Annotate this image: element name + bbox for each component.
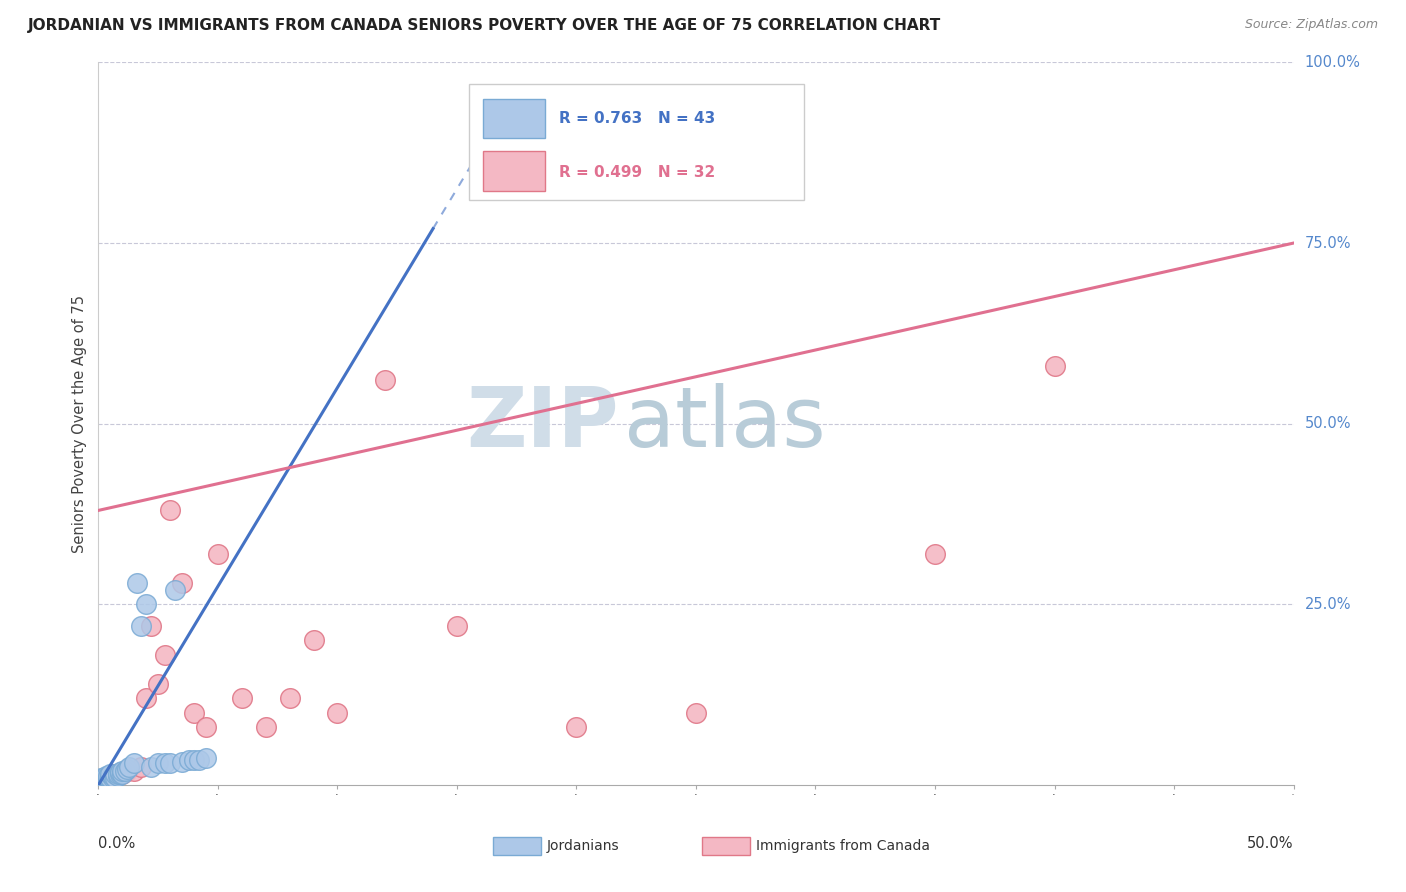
Point <box>565 720 588 734</box>
Point <box>97 769 120 783</box>
Text: atlas: atlas <box>624 384 825 464</box>
Text: ZIP: ZIP <box>465 384 619 464</box>
Point <box>101 769 124 783</box>
Point <box>91 772 114 787</box>
Point <box>90 774 112 789</box>
Point <box>91 771 114 785</box>
Point <box>104 769 127 783</box>
Point <box>125 575 148 590</box>
Point <box>114 764 136 778</box>
Point <box>195 750 218 764</box>
Point <box>155 648 177 662</box>
Point <box>187 753 209 767</box>
Point <box>111 764 134 778</box>
Point <box>135 598 157 612</box>
Point <box>159 503 181 517</box>
FancyBboxPatch shape <box>470 84 804 200</box>
Point <box>90 774 112 789</box>
Point <box>111 767 134 781</box>
Point <box>124 756 146 771</box>
Point <box>98 772 122 787</box>
Point <box>94 769 117 783</box>
Point <box>108 767 131 781</box>
Point <box>183 753 205 767</box>
Point <box>195 720 218 734</box>
Point <box>326 706 349 720</box>
Point <box>90 771 112 785</box>
Text: Source: ZipAtlas.com: Source: ZipAtlas.com <box>1244 18 1378 31</box>
Point <box>148 756 170 771</box>
Point <box>139 619 162 633</box>
Point <box>172 575 194 590</box>
Text: 25.0%: 25.0% <box>1305 597 1351 612</box>
Point <box>131 619 153 633</box>
Text: Jordanians: Jordanians <box>547 838 619 853</box>
Point <box>104 771 127 785</box>
Point <box>302 633 325 648</box>
Point <box>91 774 114 789</box>
Point <box>101 767 124 781</box>
Point <box>98 769 122 783</box>
Point <box>278 691 301 706</box>
Point <box>107 767 129 781</box>
Text: 75.0%: 75.0% <box>1305 235 1351 251</box>
Point <box>107 767 129 781</box>
Text: 100.0%: 100.0% <box>1305 55 1361 70</box>
Text: R = 0.763   N = 43: R = 0.763 N = 43 <box>558 112 714 127</box>
FancyBboxPatch shape <box>702 837 749 855</box>
Text: R = 0.499   N = 32: R = 0.499 N = 32 <box>558 165 714 180</box>
Point <box>98 767 122 781</box>
Point <box>685 706 707 720</box>
Point <box>98 774 122 789</box>
Point <box>163 582 186 597</box>
FancyBboxPatch shape <box>494 837 541 855</box>
Point <box>115 762 138 776</box>
Point <box>101 771 124 785</box>
Point <box>1043 359 1066 373</box>
Point <box>924 547 946 561</box>
Point <box>231 691 253 706</box>
Point <box>97 771 120 785</box>
Point <box>374 373 396 387</box>
Point <box>91 772 114 787</box>
FancyBboxPatch shape <box>484 152 546 191</box>
Point <box>207 547 229 561</box>
Point <box>111 767 134 781</box>
Point <box>90 772 112 787</box>
Point <box>94 774 117 789</box>
Point <box>124 764 146 778</box>
Point <box>131 760 153 774</box>
Point <box>104 767 127 781</box>
FancyBboxPatch shape <box>484 98 546 138</box>
Y-axis label: Seniors Poverty Over the Age of 75: Seniors Poverty Over the Age of 75 <box>72 294 87 553</box>
Point <box>135 691 157 706</box>
Point <box>179 753 201 767</box>
Text: JORDANIAN VS IMMIGRANTS FROM CANADA SENIORS POVERTY OVER THE AGE OF 75 CORRELATI: JORDANIAN VS IMMIGRANTS FROM CANADA SENI… <box>28 18 942 33</box>
Point <box>183 706 205 720</box>
Text: 50.0%: 50.0% <box>1305 417 1351 431</box>
Point <box>94 771 117 785</box>
Point <box>115 764 138 778</box>
Point <box>98 771 122 785</box>
Point <box>139 760 162 774</box>
Point <box>107 769 129 783</box>
Point <box>148 677 170 691</box>
Point <box>159 756 181 771</box>
Point <box>172 755 194 769</box>
Text: Immigrants from Canada: Immigrants from Canada <box>756 838 929 853</box>
Point <box>108 764 131 779</box>
Text: 50.0%: 50.0% <box>1247 836 1294 851</box>
Point <box>254 720 277 734</box>
Point <box>97 772 120 787</box>
Point <box>446 619 468 633</box>
Point <box>155 756 177 771</box>
Point <box>94 772 117 787</box>
Point <box>97 771 120 785</box>
Text: 0.0%: 0.0% <box>98 836 135 851</box>
Point <box>118 760 141 774</box>
